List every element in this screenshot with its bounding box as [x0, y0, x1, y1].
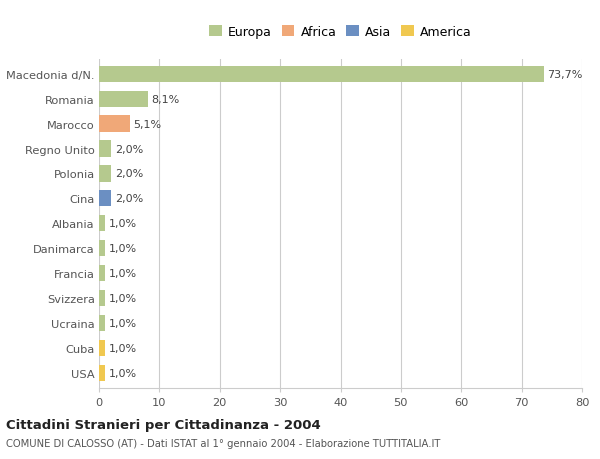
- Text: 1,0%: 1,0%: [109, 219, 137, 229]
- Bar: [99, 191, 111, 207]
- Bar: [99, 166, 111, 182]
- Bar: [99, 91, 148, 107]
- Bar: [99, 216, 105, 232]
- Bar: [99, 265, 105, 281]
- Text: 2,0%: 2,0%: [115, 144, 143, 154]
- Text: 2,0%: 2,0%: [115, 194, 143, 204]
- Text: 1,0%: 1,0%: [109, 293, 137, 303]
- Bar: [99, 340, 105, 356]
- Bar: [99, 241, 105, 257]
- Text: 1,0%: 1,0%: [109, 244, 137, 254]
- Bar: [99, 315, 105, 331]
- Text: 5,1%: 5,1%: [133, 119, 161, 129]
- Text: COMUNE DI CALOSSO (AT) - Dati ISTAT al 1° gennaio 2004 - Elaborazione TUTTITALIA: COMUNE DI CALOSSO (AT) - Dati ISTAT al 1…: [6, 438, 440, 448]
- Text: 1,0%: 1,0%: [109, 343, 137, 353]
- Bar: [99, 67, 544, 83]
- Bar: [99, 290, 105, 307]
- Bar: [99, 365, 105, 381]
- Text: 2,0%: 2,0%: [115, 169, 143, 179]
- Bar: [99, 116, 130, 132]
- Legend: Europa, Africa, Asia, America: Europa, Africa, Asia, America: [206, 23, 475, 41]
- Bar: [99, 141, 111, 157]
- Text: 1,0%: 1,0%: [109, 318, 137, 328]
- Text: 8,1%: 8,1%: [152, 95, 180, 105]
- Text: Cittadini Stranieri per Cittadinanza - 2004: Cittadini Stranieri per Cittadinanza - 2…: [6, 418, 321, 431]
- Text: 1,0%: 1,0%: [109, 269, 137, 279]
- Text: 1,0%: 1,0%: [109, 368, 137, 378]
- Text: 73,7%: 73,7%: [548, 70, 583, 79]
